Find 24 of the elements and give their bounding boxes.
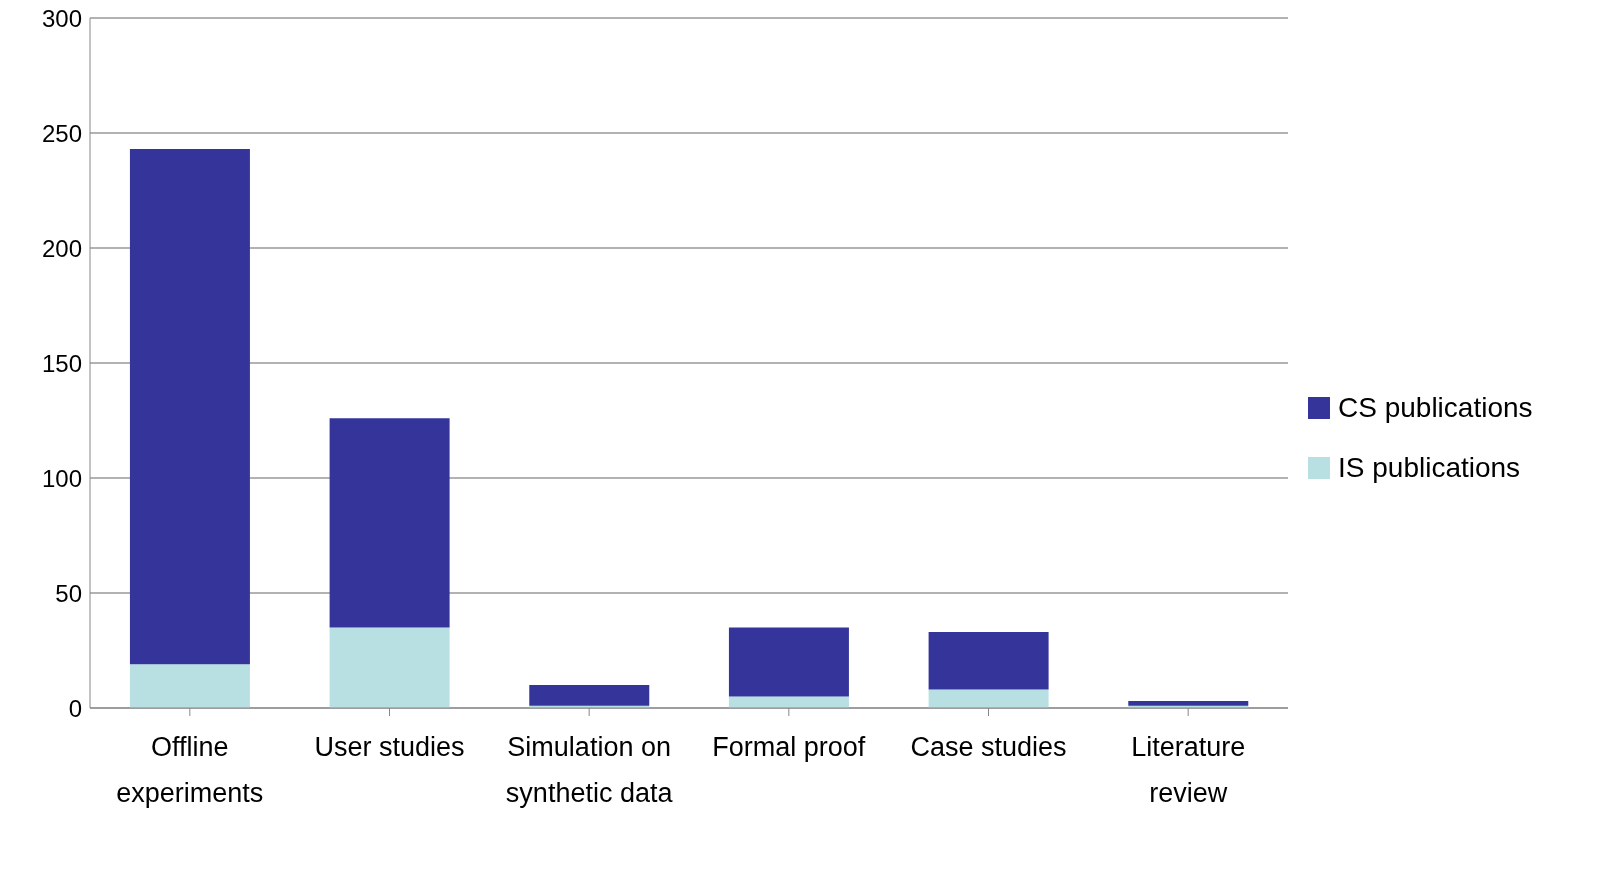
- bar: [928, 689, 1049, 708]
- y-tick-label: 250: [41, 119, 82, 147]
- x-tick-label: Literature review: [1131, 732, 1246, 809]
- y-tick-label: 100: [41, 464, 82, 492]
- x-tick-label: Simulation on synthetic data: [505, 732, 674, 809]
- bar: [728, 627, 849, 697]
- x-tick-label: User studies: [314, 732, 465, 763]
- legend-label: CS publications: [1338, 392, 1533, 424]
- y-tick-label: 50: [55, 579, 82, 607]
- bar: [329, 418, 450, 628]
- bar: [129, 664, 250, 708]
- bar: [928, 632, 1049, 690]
- bar: [329, 627, 450, 708]
- bar: [529, 685, 650, 706]
- x-tick-label: Formal proof: [712, 732, 866, 763]
- x-tick-label: Offline experiments: [116, 732, 264, 809]
- y-tick-label: 150: [41, 349, 82, 377]
- y-tick-label: 0: [68, 694, 82, 722]
- y-tick-label: 300: [41, 4, 82, 32]
- legend-label: IS publications: [1338, 452, 1521, 484]
- x-tick-label: Case studies: [910, 732, 1067, 763]
- bar: [1128, 701, 1249, 706]
- y-tick-label: 200: [41, 234, 82, 262]
- bar: [129, 149, 250, 665]
